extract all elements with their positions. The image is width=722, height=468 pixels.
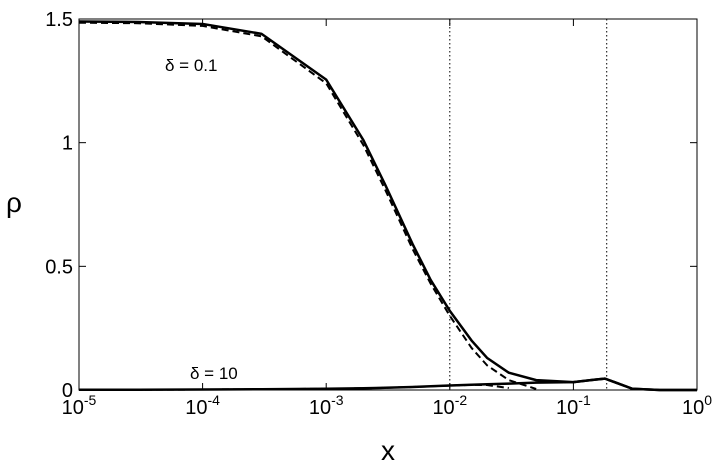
x-tick-base: 10 [682,397,704,419]
x-axis-label: x [381,435,395,466]
x-tick-exponent: -2 [455,392,468,408]
x-tick-base: 10 [185,397,207,419]
annotation: δ = 0.1 [165,56,217,75]
x-tick-label: 10-3 [309,392,344,419]
y-tick-label: 1 [62,133,73,155]
series-line [79,383,509,391]
y-tick-label: 0.5 [45,256,73,278]
series-line [78,20,697,392]
x-tick-exponent: -1 [578,392,591,408]
x-tick-label: 10-2 [432,392,467,419]
y-tick-label: 1.5 [45,9,73,31]
series-line [78,21,537,390]
y-axis-label: ρ [6,187,22,218]
annotation: δ = 10 [190,364,238,383]
x-tick-exponent: -5 [84,392,97,408]
y-tick-label: 0 [62,380,73,402]
x-tick-exponent: -4 [207,392,220,408]
x-tick-base: 10 [556,397,578,419]
plot-frame [78,18,698,391]
x-tick-base: 10 [309,397,331,419]
x-tick-base: 10 [62,397,84,419]
x-tick-label: 10-4 [185,392,220,419]
x-tick-label: 10-5 [62,392,97,419]
x-tick-exponent: -3 [331,392,344,408]
x-tick-base: 10 [432,397,454,419]
x-tick-exponent: 0 [704,392,712,408]
x-tick-label: 100 [682,392,712,419]
x-tick-label: 10-1 [556,392,591,419]
